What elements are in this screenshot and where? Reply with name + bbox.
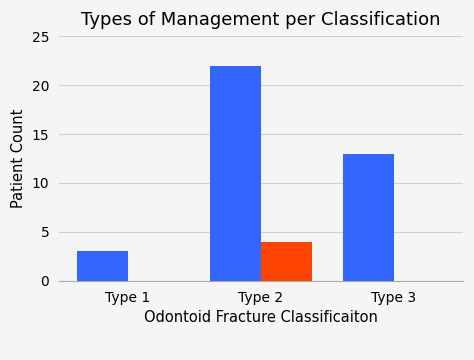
Bar — [261, 242, 311, 281]
X-axis label: Odontoid Fracture Classificaiton: Odontoid Fracture Classificaiton — [144, 310, 378, 325]
Title: Types of Management per Classification: Types of Management per Classification — [81, 11, 441, 29]
Bar — [210, 66, 261, 281]
Bar — [344, 154, 394, 281]
Y-axis label: Patient Count: Patient Count — [11, 109, 26, 208]
Bar — [77, 251, 128, 281]
